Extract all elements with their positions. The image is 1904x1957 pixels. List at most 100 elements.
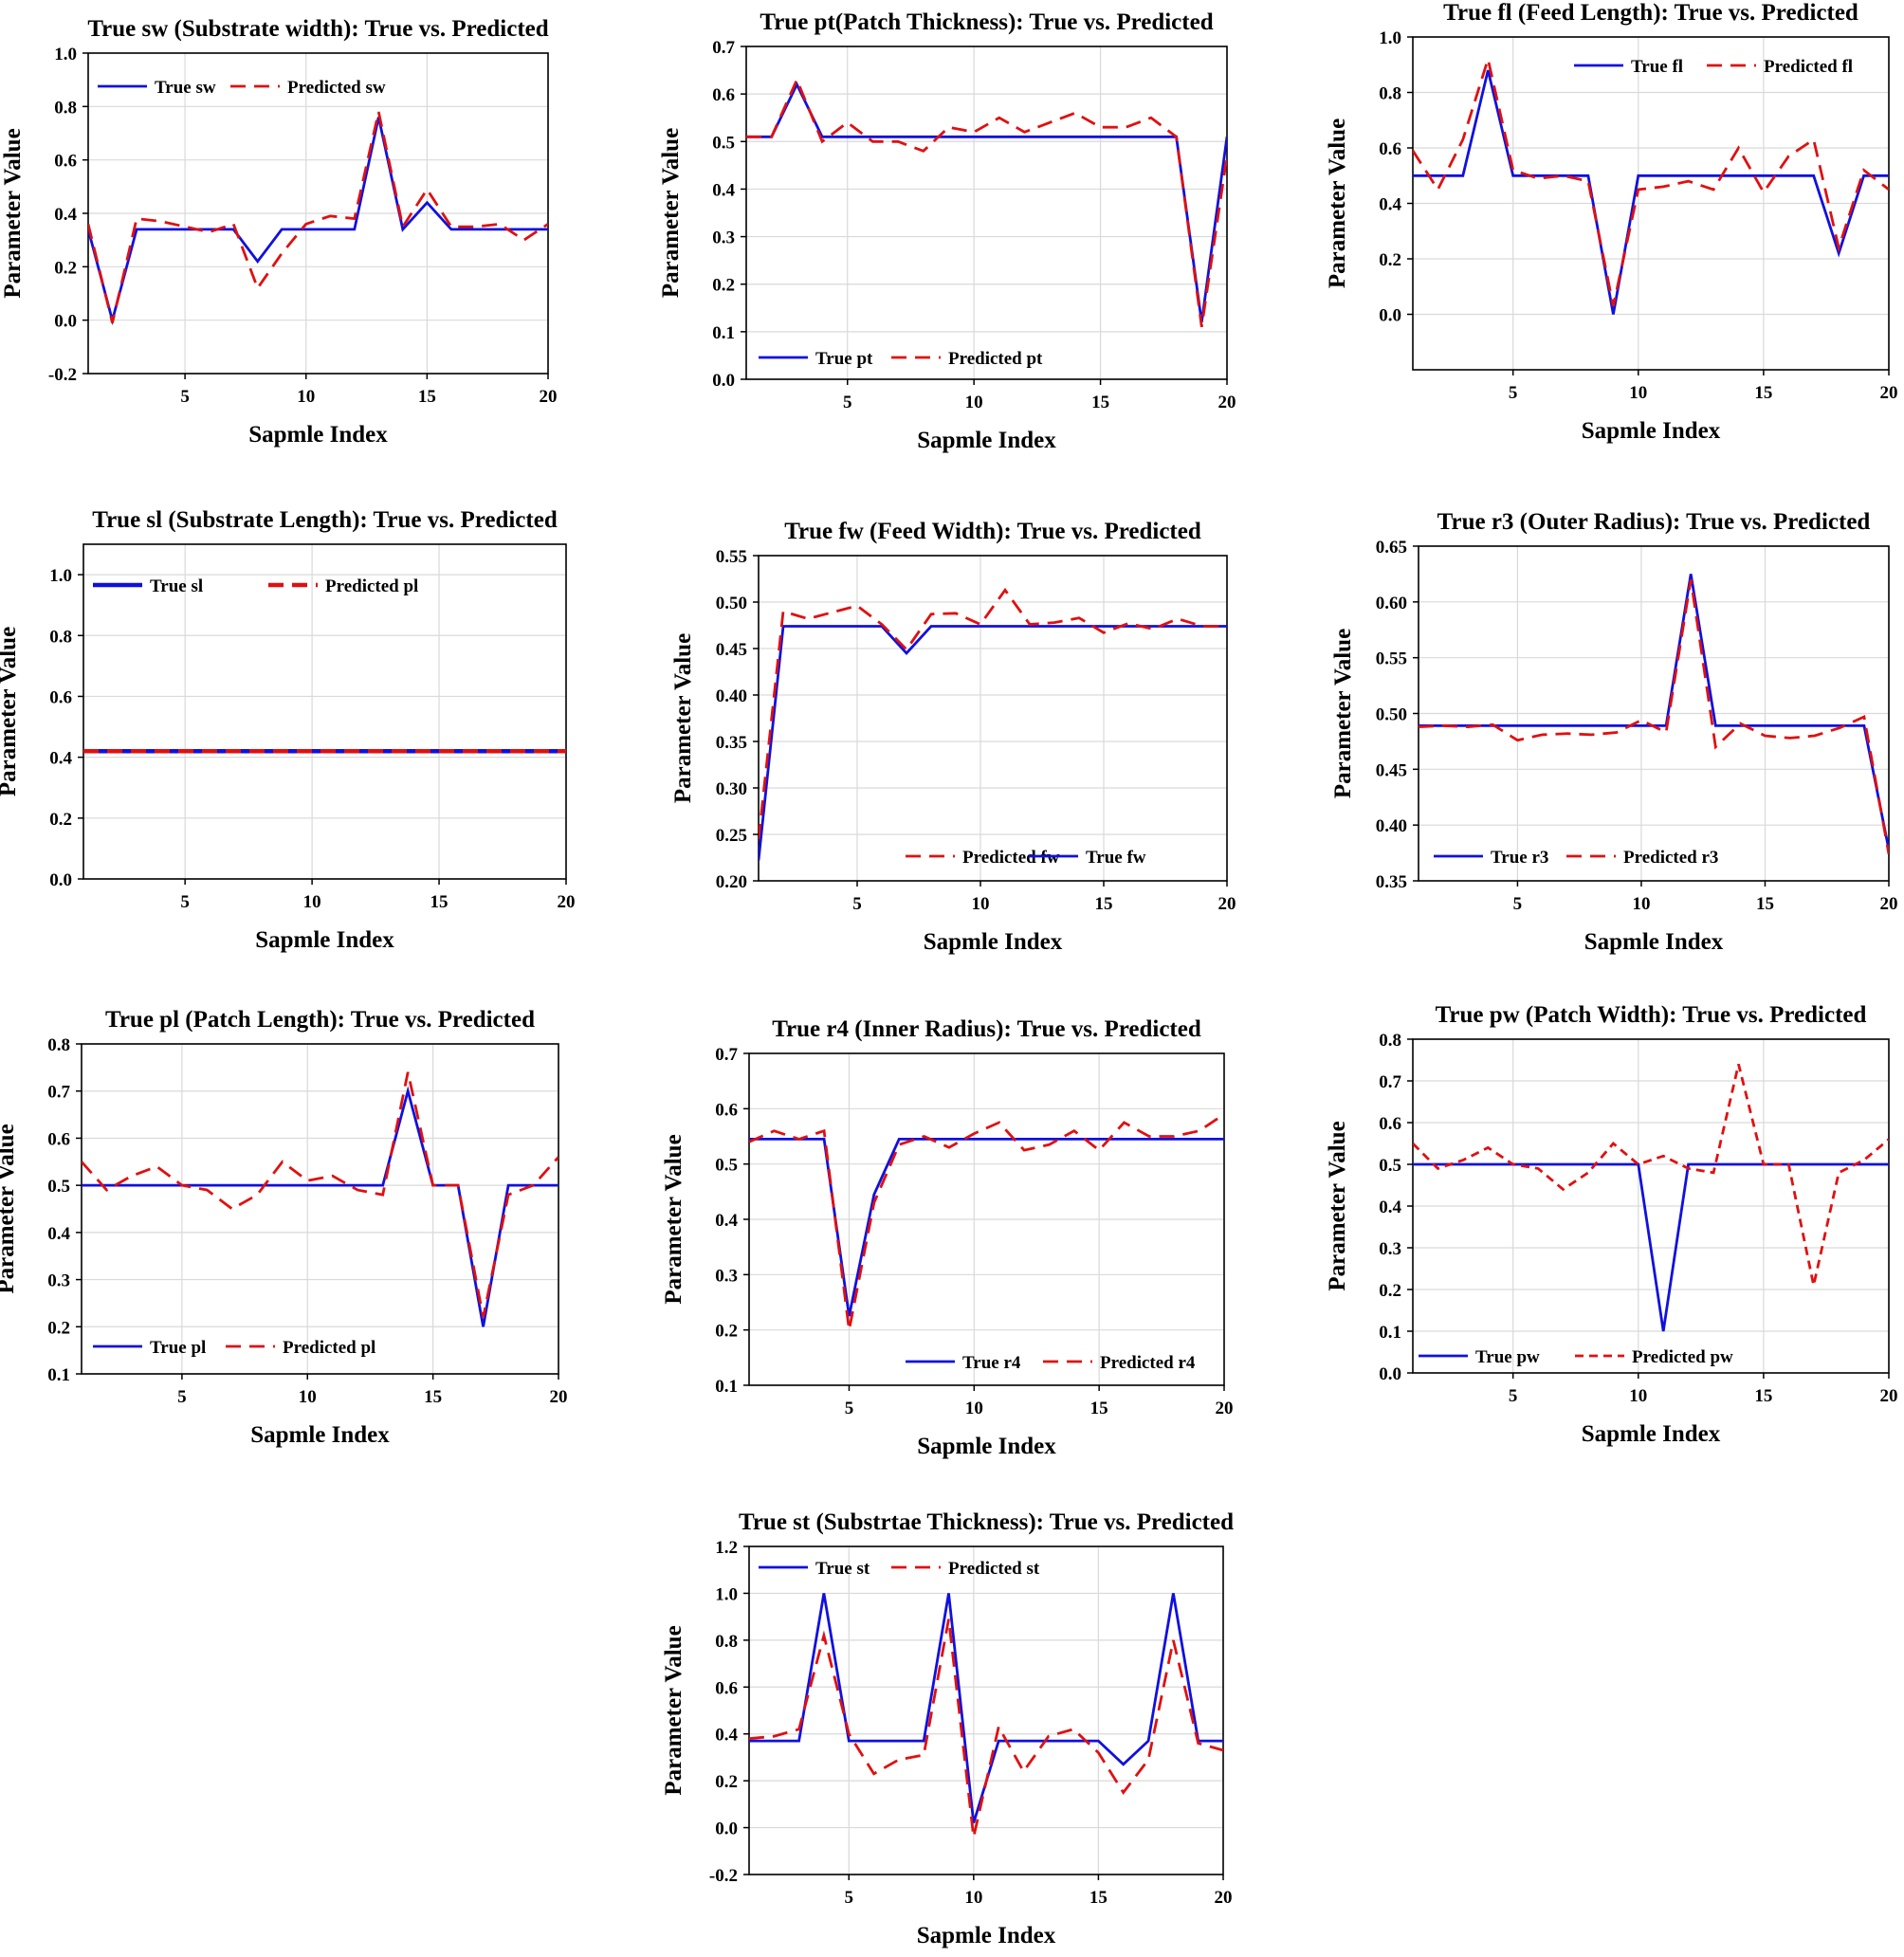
x-tick-label: 20 (1218, 894, 1236, 914)
y-tick-label: 0.0 (712, 371, 735, 391)
x-tick-label: 20 (558, 892, 576, 912)
y-tick-label: 0.0 (54, 312, 77, 332)
x-tick-label: 20 (1218, 393, 1236, 412)
chart-title: True sw (Substrate width): True vs. Pred… (87, 16, 548, 42)
y-tick-label: 0.7 (712, 38, 735, 58)
y-tick-label: 0.50 (716, 594, 747, 613)
x-tick-label: 10 (1632, 894, 1650, 914)
y-tick-label: 0.2 (1379, 1281, 1401, 1301)
chart-title: True fl (Feed Length): True vs. Predicte… (1443, 0, 1858, 26)
y-tick-label: 0.55 (1376, 649, 1407, 669)
y-axis-label: Parameter Value (0, 1124, 19, 1293)
y-tick-label: 0.2 (47, 1318, 70, 1338)
series-line-true (1413, 69, 1889, 315)
x-tick-label: 20 (1216, 1399, 1234, 1418)
series-line-true (1419, 574, 1889, 850)
y-tick-label: 0.50 (1376, 705, 1407, 725)
y-tick-label: 0.3 (712, 229, 735, 248)
y-tick-label: 0.6 (47, 1129, 70, 1149)
x-tick-label: 20 (1880, 894, 1898, 914)
x-tick-label: 15 (1089, 1888, 1108, 1908)
legend-label: Predicted pt (948, 349, 1043, 369)
legend-label: True sw (155, 78, 216, 98)
y-tick-label: 0.3 (715, 1266, 738, 1286)
y-tick-label: 0.0 (1379, 306, 1401, 326)
y-axis-label: Parameter Value (670, 633, 696, 803)
legend-label: True pl (150, 1338, 206, 1358)
chart-5: 5 10 15 20 0.20 0.25 0.30 0.35 0.40 0.45 0.50 0.55 T… (670, 519, 1236, 955)
y-tick-label: 0.30 (716, 779, 747, 799)
series-line-true (749, 1138, 1224, 1317)
x-tick-label: 5 (845, 1888, 854, 1908)
x-axis-label: Sapmle Index (1582, 1421, 1721, 1447)
series-line-true (1413, 1162, 1889, 1332)
y-tick-label: 0.1 (712, 323, 735, 343)
y-tick-label: -0.2 (709, 1866, 738, 1886)
chart-9: 5 10 15 20 0.0 0.1 0.2 0.3 0.4 0.5 0.6 0.7 0.8 True p… (1325, 1002, 1898, 1447)
series-line-predicted (1413, 1064, 1889, 1286)
series-line-true (749, 1593, 1223, 1824)
x-tick-label: 15 (1091, 393, 1109, 412)
x-tick-label: 20 (550, 1387, 568, 1407)
chart-title: True pw (Patch Width): True vs. Predicte… (1436, 1002, 1867, 1028)
y-tick-label: 0.8 (47, 1035, 70, 1055)
series-line-predicted (82, 1071, 558, 1318)
y-tick-label: 0.2 (712, 276, 735, 296)
x-tick-label: 20 (1880, 1386, 1898, 1406)
x-tick-label: 10 (299, 1387, 317, 1407)
x-axis-label: Sapmle Index (248, 422, 388, 448)
y-tick-label: 0.6 (49, 687, 72, 707)
series-line-true (746, 81, 1227, 322)
plot-frame (748, 1545, 1224, 1875)
legend-label: True pw (1475, 1347, 1540, 1367)
legend-label: Predicted pl (325, 576, 418, 596)
x-tick-label: 5 (1513, 894, 1523, 914)
series-line-true (759, 625, 1227, 861)
y-tick-label: 0.7 (1379, 1072, 1401, 1092)
y-tick-label: 0.2 (54, 258, 77, 278)
x-tick-label: 10 (303, 892, 321, 912)
x-tick-label: 10 (964, 1888, 982, 1908)
y-tick-label: 0.8 (54, 98, 77, 118)
y-tick-label: 1.0 (715, 1584, 738, 1604)
x-tick-label: 5 (180, 892, 190, 912)
y-tick-label: 0.6 (54, 152, 77, 172)
x-axis-label: Sapmle Index (255, 927, 394, 953)
y-tick-label: 0.2 (49, 810, 72, 830)
legend-label: True st (815, 1559, 870, 1579)
y-tick-label: 0.20 (716, 872, 747, 892)
y-axis-label: Parameter Value (658, 128, 684, 298)
x-tick-label: 20 (1215, 1888, 1233, 1908)
y-tick-label: 0.6 (715, 1678, 738, 1698)
y-tick-label: 0.35 (716, 733, 747, 753)
x-tick-label: 15 (1754, 383, 1772, 403)
y-tick-label: 1.0 (1379, 28, 1401, 48)
y-tick-label: 1.0 (54, 45, 77, 64)
y-tick-label: 0.2 (715, 1322, 738, 1342)
x-tick-label: 15 (418, 387, 436, 407)
chart-2: 5 10 15 20 0.0 0.1 0.2 0.3 0.4 0.5 0.6 0.7 True pt(P… (658, 9, 1236, 453)
x-axis-label: Sapmle Index (924, 929, 1063, 955)
x-tick-label: 15 (1756, 894, 1774, 914)
series-line-predicted (88, 111, 548, 323)
chart-4: 5 10 15 20 0.0 0.2 0.4 0.6 0.8 1.0 True sl (Substr… (0, 507, 576, 953)
y-tick-label: 0.0 (49, 870, 72, 890)
chart-7: 5 10 15 20 0.1 0.2 0.3 0.4 0.5 0.6 0.7 0.8 True pl (… (0, 1007, 568, 1448)
y-axis-label: Parameter Value (661, 1625, 687, 1795)
chart-8: 5 10 15 20 0.1 0.2 0.3 0.4 0.5 0.6 0.7 True r4 (Inn… (661, 1016, 1234, 1459)
x-tick-label: 15 (1754, 1386, 1772, 1406)
x-tick-label: 15 (424, 1387, 442, 1407)
legend-label: Predicted fl (1764, 57, 1853, 77)
y-tick-label: 0.6 (712, 85, 735, 105)
y-tick-label: 0.8 (715, 1632, 738, 1652)
y-tick-label: 0.8 (1379, 84, 1401, 104)
y-tick-label: 0.8 (49, 627, 72, 647)
y-tick-label: 0.55 (716, 547, 747, 567)
x-tick-label: 5 (852, 894, 862, 914)
chart-title: True pl (Patch Length): True vs. Predict… (105, 1007, 535, 1033)
y-tick-label: -0.2 (48, 365, 77, 385)
y-tick-label: 1.2 (715, 1538, 738, 1558)
y-tick-label: 0.60 (1376, 594, 1407, 613)
y-tick-label: 0.65 (1376, 538, 1407, 558)
